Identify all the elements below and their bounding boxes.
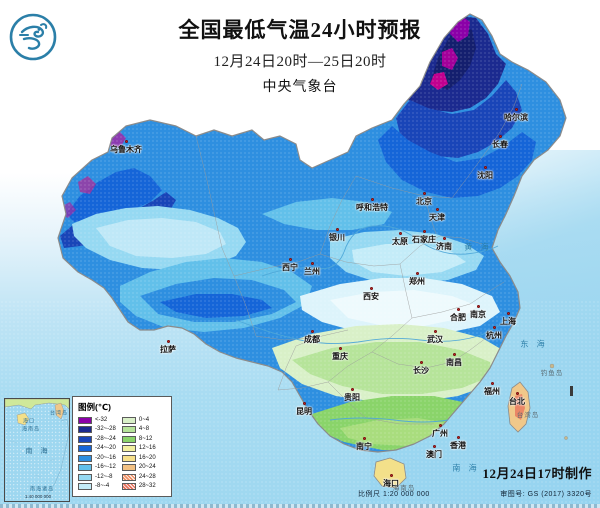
legend-color-swatch <box>78 445 92 452</box>
inset-scale-text: 1:40 000 000 <box>24 494 52 499</box>
title-block: 全国最低气温24小时预报 12月24日20时—25日20时 中央气象台 <box>0 14 600 96</box>
legend-range-label: -16~-12 <box>95 464 116 470</box>
sea-label: 黄 海 <box>464 242 492 252</box>
legend-range-label: -8~-4 <box>95 483 110 489</box>
region-label: 台湾岛 <box>516 412 540 419</box>
legend-row: -16~-12 <box>78 464 116 472</box>
legend-color-swatch <box>121 483 136 490</box>
legend-row: 4~8 <box>121 426 156 434</box>
legend-color-swatch <box>78 483 92 490</box>
inset-sea-name: 南 海 <box>25 448 51 455</box>
legend-color-swatch <box>121 435 136 443</box>
legend-row: 16~20 <box>121 454 156 462</box>
legend-range-label: -12~-8 <box>95 473 113 480</box>
legend-row: -20~-16 <box>78 454 116 462</box>
legend-row: 8~12 <box>121 435 156 443</box>
map-approval-number: 审图号: GS (2017) 3320号 <box>500 491 592 498</box>
page-title: 全国最低气温24小时预报 <box>178 18 422 42</box>
legend-color-swatch <box>78 435 92 443</box>
legend-range-label: 4~8 <box>138 426 150 432</box>
legend-row: 24~28 <box>121 473 156 481</box>
legend-color-swatch <box>121 416 136 424</box>
legend-range-label: 24~28 <box>138 473 156 480</box>
legend-color-swatch <box>121 454 136 462</box>
region-label: 海南岛 <box>392 485 416 492</box>
inset-place-label: 海口 <box>22 418 36 425</box>
sea-label: 南 海 <box>452 463 480 473</box>
legend-column-negative: <-32 -32~-28 -28~-24 -24~-20 -20~-16 -16~-12 -… <box>78 416 116 491</box>
region-label: 钓鱼岛 <box>540 370 564 377</box>
legend-row: -32~-28 <box>78 426 116 434</box>
legend-range-label: 16~20 <box>138 454 156 461</box>
legend-row: 12~16 <box>121 445 156 453</box>
legend-color-swatch <box>78 426 92 433</box>
legend-range-label: <-32 <box>95 416 108 423</box>
legend-row: 0~4 <box>121 416 156 424</box>
legend-color-swatch <box>78 416 92 424</box>
south-china-sea-inset-map: 南 海 海口 海南岛 台湾岛南海诸岛 1:40 000 000 <box>4 398 70 502</box>
production-time: 12月24日17时制作 <box>482 466 592 481</box>
legend-column-positive: 0~4 4~8 8~12 12~16 16~20 20~24 24~28 28~32 <box>121 416 156 491</box>
legend-range-label: 20~24 <box>138 464 156 470</box>
legend-row: <-32 <box>78 416 116 424</box>
legend-row: -28~-24 <box>78 435 116 443</box>
legend-range-label: 0~4 <box>138 416 150 423</box>
bottom-border-rule <box>0 504 600 508</box>
legend-range-label: -28~-24 <box>95 435 116 442</box>
legend-color-swatch <box>121 473 136 481</box>
legend-row: -8~-4 <box>78 483 116 491</box>
issuing-organization: 中央气象台 <box>262 80 338 95</box>
legend-row: -24~-20 <box>78 445 116 453</box>
legend-color-swatch <box>78 464 92 471</box>
legend-range-label: 12~16 <box>138 445 156 451</box>
legend-row: 28~32 <box>121 483 156 491</box>
legend-range-label: -24~-20 <box>95 445 116 451</box>
legend-color-swatch <box>121 464 136 471</box>
temperature-legend: 图例(℃) <-32 -32~-28 -28~-24 -24~-20 -20~-16 -1… <box>72 396 172 497</box>
legend-range-label: -20~-16 <box>95 454 116 461</box>
legend-color-swatch <box>121 426 136 433</box>
legend-row: -12~-8 <box>78 473 116 481</box>
legend-row: 20~24 <box>121 464 156 472</box>
sea-label: 东 海 <box>520 339 548 349</box>
legend-color-swatch <box>78 473 92 481</box>
legend-range-label: 8~12 <box>138 435 153 442</box>
legend-color-swatch <box>121 445 136 452</box>
inset-place-label: 台湾岛 <box>49 410 69 417</box>
legend-range-label: 28~32 <box>138 483 156 489</box>
legend-color-swatch <box>78 454 92 462</box>
legend-range-label: -32~-28 <box>95 426 116 432</box>
legend-title: 图例(℃) <box>78 402 111 412</box>
forecast-period: 12月24日20时—25日20时 <box>213 54 387 70</box>
map-scale-text: 比例尺 1:20 000 000 <box>358 491 430 498</box>
inset-place-label: 海南岛 <box>21 426 41 433</box>
cma-dragon-logo-icon <box>8 12 58 62</box>
inset-place-label: 南海诸岛 <box>29 486 55 493</box>
